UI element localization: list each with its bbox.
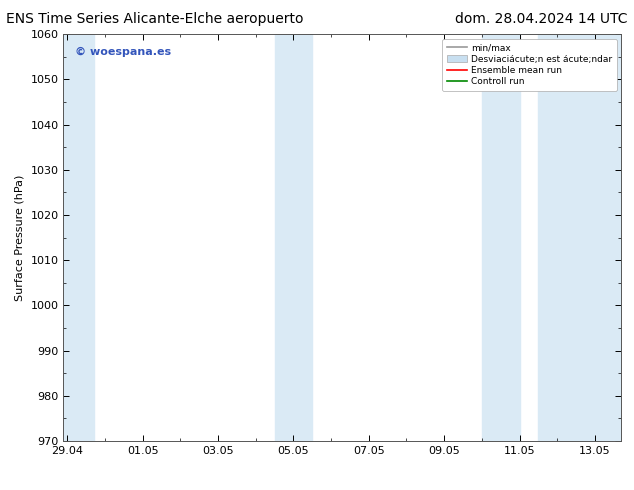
Text: dom. 28.04.2024 14 UTC: dom. 28.04.2024 14 UTC [455, 12, 628, 26]
Bar [538, 34, 621, 441]
Text: © woespana.es: © woespana.es [75, 47, 171, 56]
Y-axis label: Surface Pressure (hPa): Surface Pressure (hPa) [15, 174, 25, 301]
Bar [275, 34, 312, 441]
Bar [63, 34, 94, 441]
Legend: min/max, Desviaciácute;n est ácute;ndar, Ensemble mean run, Controll run: min/max, Desviaciácute;n est ácute;ndar,… [443, 39, 617, 91]
Bar [482, 34, 519, 441]
Text: ENS Time Series Alicante-Elche aeropuerto: ENS Time Series Alicante-Elche aeropuert… [6, 12, 304, 26]
